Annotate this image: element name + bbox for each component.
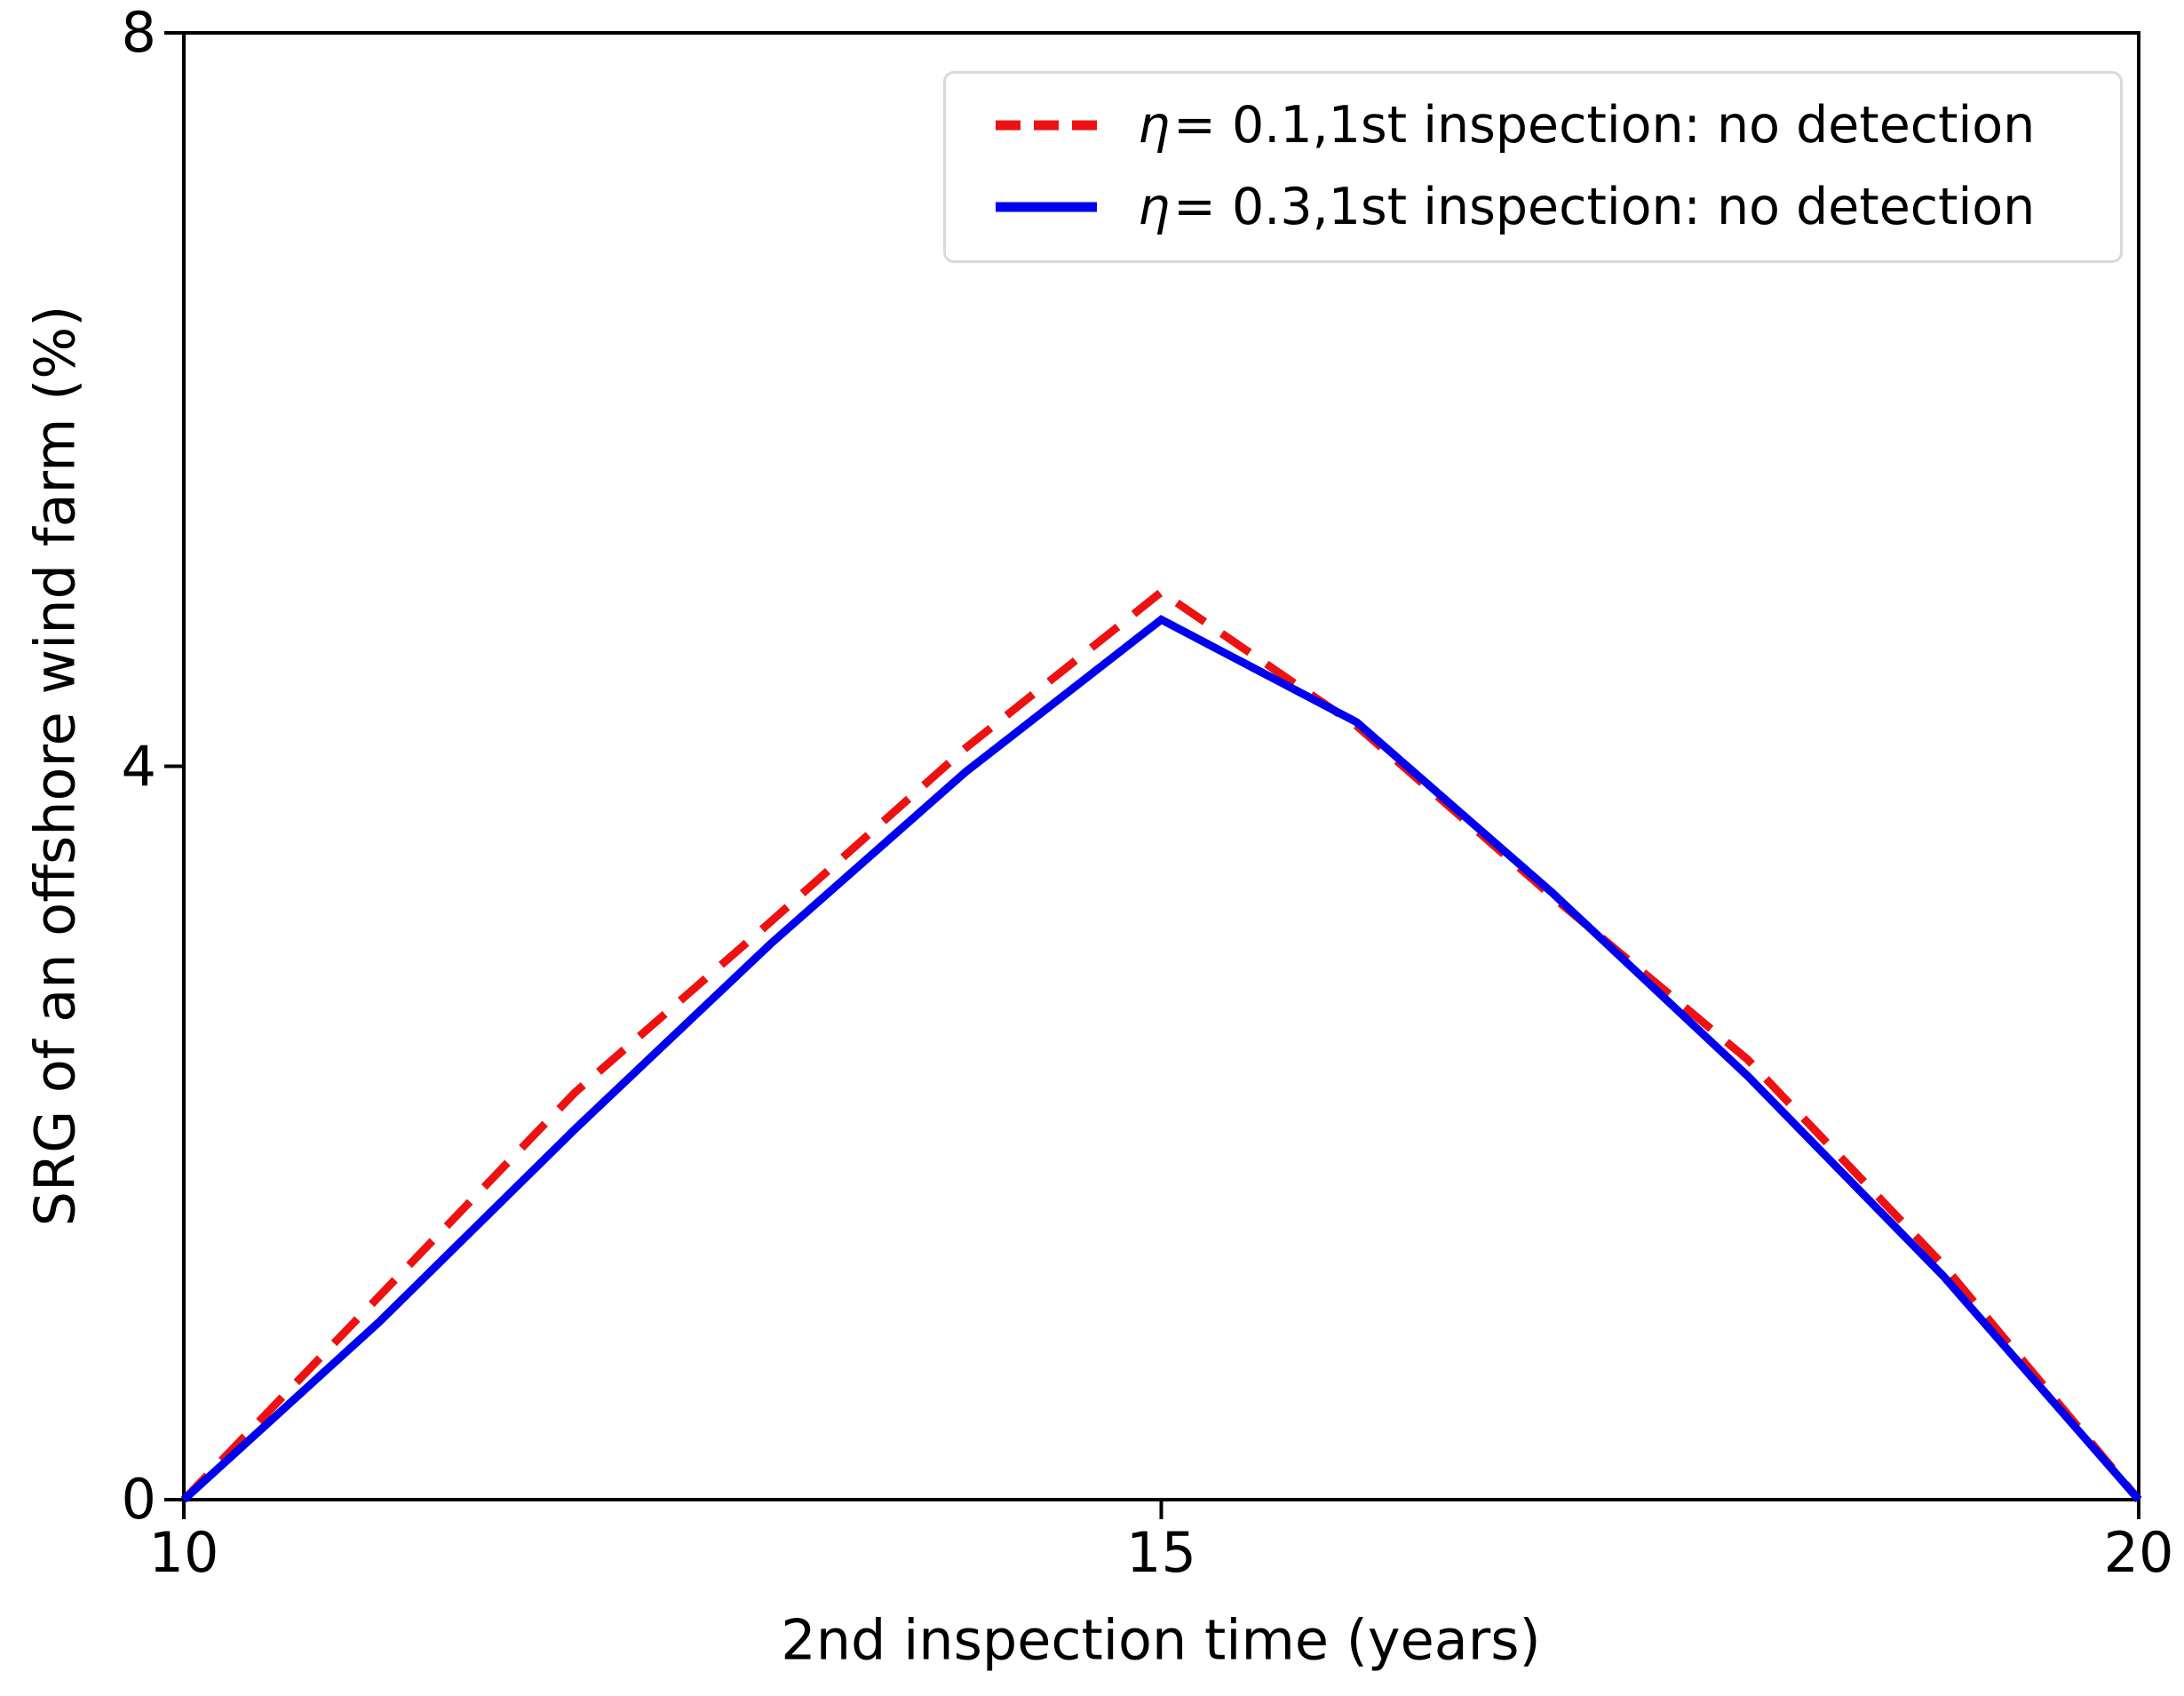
x-tick-label: 15	[1126, 1520, 1196, 1585]
legend-label: η= 0.3,1st inspection: no detection	[1138, 178, 2035, 236]
y-tick-label: 0	[121, 1467, 156, 1532]
x-tick-label: 20	[2103, 1520, 2174, 1585]
series-line-eta-0.3-no-detection	[180, 615, 2142, 1503]
eta-symbol: η	[1138, 96, 1171, 155]
y-tick-label: 8	[121, 0, 156, 65]
x-axis-title: 2nd inspection time (years)	[781, 1607, 1541, 1673]
x-tick-label: 10	[148, 1520, 219, 1585]
y-axis-title: SRG of an offshore wind farm (%)	[22, 305, 88, 1227]
legend: η= 0.1,1st inspection: no detection η= 0.…	[943, 71, 2123, 263]
axis-tick-marks	[164, 31, 2140, 1519]
legend-swatch-solid-line	[996, 202, 1097, 212]
legend-label: η= 0.1,1st inspection: no detection	[1138, 96, 2035, 155]
series-lines	[180, 586, 2142, 1503]
legend-item-eta-0.3-no-detection: η= 0.3,1st inspection: no detection	[946, 166, 2120, 248]
legend-item-eta-0.1-no-detection: η= 0.1,1st inspection: no detection	[946, 84, 2120, 166]
eta-symbol: η	[1138, 178, 1171, 236]
series-line-eta-0.1-no-detection	[180, 586, 2142, 1503]
legend-swatch-dashed-line	[996, 120, 1097, 131]
legend-label-text: = 0.1,1st inspection: no detection	[1173, 96, 2036, 155]
plot-border	[182, 31, 2140, 1501]
y-tick-label: 4	[121, 733, 156, 799]
legend-label-text: = 0.3,1st inspection: no detection	[1173, 178, 2036, 236]
